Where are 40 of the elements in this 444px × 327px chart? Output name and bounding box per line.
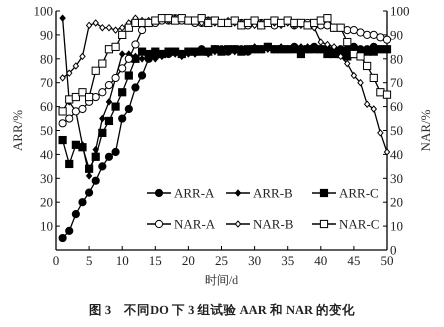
y2-tick-label: 90 (390, 27, 403, 42)
x-tick-label: 5 (86, 253, 92, 268)
y2-tick-label: 20 (390, 194, 403, 210)
y2-tick-label: 80 (390, 51, 403, 66)
legend-label: NAR-C (339, 216, 380, 232)
x-tick-label: 40 (314, 253, 328, 268)
y2-tick-label: 50 (390, 123, 403, 138)
x-tick-label: 35 (281, 253, 294, 268)
y-axis-title: ARR/% (10, 110, 25, 152)
y2-tick-label: 100 (390, 4, 410, 18)
y-tick-label: 30 (40, 170, 53, 186)
y2-tick-label: 60 (390, 99, 403, 114)
y2-tick-label: 10 (390, 218, 403, 234)
y-tick-label: 10 (40, 218, 53, 234)
x-tick-label: 25 (215, 253, 228, 268)
y-tick-label: 70 (40, 75, 53, 90)
y-tick-label: 90 (40, 27, 53, 42)
caption: 图 3 不同DO 下 3 组试验 AAR 和 NAR 的变化 (88, 302, 356, 317)
legend-label: ARR-B (253, 186, 294, 200)
legend-label: ARR-A (174, 186, 216, 200)
y-tick-label: 50 (40, 123, 53, 138)
y2-axis-title: NAR/% (418, 109, 433, 152)
y-tick-label: 60 (40, 99, 53, 114)
legend-label: ARR-C (339, 186, 379, 200)
y-tick-label: 20 (40, 194, 53, 210)
x-tick-label: 15 (148, 253, 162, 268)
x-tick-label: 20 (182, 253, 195, 268)
x-axis-title: 时间/d (204, 273, 238, 287)
x-tick-label: 45 (347, 253, 360, 268)
legend-label: NAR-A (174, 216, 216, 232)
legend-label: NAR-B (253, 216, 294, 232)
x-tick-label: 0 (52, 253, 60, 268)
y2-tick-label: 40 (390, 146, 403, 162)
y2-tick-label: 70 (390, 75, 403, 90)
y-tick-label: 80 (40, 51, 53, 66)
y-tick-label: 100 (34, 4, 53, 18)
y-tick-label: 40 (40, 146, 53, 162)
y2-tick-label: 30 (390, 170, 403, 186)
x-tick-label: 30 (248, 253, 262, 268)
x-tick-label: 10 (116, 253, 129, 268)
